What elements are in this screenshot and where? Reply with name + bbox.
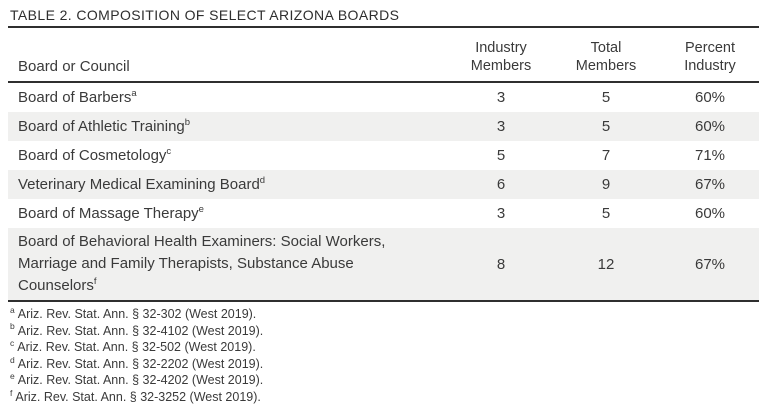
board-name: Veterinary Medical Examining Board [18, 175, 260, 193]
footnote-marker: d [10, 354, 15, 365]
board-name: Board of Athletic Training [18, 117, 185, 135]
footnote: f Ariz. Rev. Stat. Ann. § 32-3252 (West 2… [10, 389, 759, 406]
footnote-text: Ariz. Rev. Stat. Ann. § 32-4202 (West 20… [17, 373, 264, 388]
table-row: Veterinary Medical Examining Boardd 6 9 … [8, 170, 759, 199]
industry-members-cell: 8 [496, 255, 506, 273]
percent-industry-cell: 60% [694, 205, 726, 222]
board-name: Board of Cosmetology [18, 146, 167, 164]
total-members-cell: 5 [601, 205, 611, 222]
board-name: Board of Massage Therapy [18, 204, 199, 222]
column-header-industry-members: Industry Members [451, 39, 551, 75]
footnote: b Ariz. Rev. Stat. Ann. § 32-4102 (West 2… [10, 321, 759, 340]
board-name: Board of Barbers [18, 88, 132, 106]
column-header-percent-industry: Percent Industry [661, 39, 759, 75]
total-members-cell: 9 [601, 176, 611, 193]
industry-members-cell: 3 [496, 89, 506, 106]
total-members-cell: 5 [601, 118, 611, 135]
table-row: Board of Massage Therapye 3 5 60% [8, 199, 759, 228]
table-row: Board of Athletic Trainingb 3 5 60% [8, 112, 759, 141]
column-header-total-members: Total Members [551, 39, 661, 75]
footnote-ref: b [184, 116, 191, 128]
header-line: Industry [684, 58, 736, 74]
board-cell: Veterinary Medical Examining Boardd [8, 174, 451, 196]
percent-industry-cell: 71% [694, 147, 726, 164]
footnote-text: Ariz. Rev. Stat. Ann. § 32-2202 (West 20… [17, 356, 264, 371]
footnote-marker: c [10, 338, 15, 349]
percent-industry-cell: 60% [694, 118, 726, 135]
total-members-cell: 12 [597, 255, 615, 273]
total-members-cell: 7 [601, 147, 611, 164]
percent-industry-cell: 67% [694, 176, 726, 193]
footnote-marker: e [10, 371, 15, 382]
footnote-marker: a [10, 304, 15, 315]
table-row: Board of Behavioral Health Examiners: So… [8, 228, 759, 300]
total-members-cell: 5 [601, 89, 611, 106]
header-rule [8, 81, 759, 83]
board-name: Board of Behavioral Health Examiners: So… [18, 233, 386, 294]
header-line: Percent [685, 40, 735, 56]
header-line: Members [575, 58, 637, 74]
board-cell: Board of Behavioral Health Examiners: So… [8, 231, 451, 297]
footnote: a Ariz. Rev. Stat. Ann. § 32-302 (West 20… [10, 306, 759, 323]
bottom-rule [8, 300, 759, 302]
percent-industry-cell: 60% [694, 89, 726, 106]
table-row: Board of Cosmetologyc 5 7 71% [8, 141, 759, 170]
table-row: Board of Barbersa 3 5 60% [8, 83, 759, 112]
industry-members-cell: 6 [496, 176, 506, 193]
industry-members-cell: 5 [496, 147, 506, 164]
footnote-text: Ariz. Rev. Stat. Ann. § 32-502 (West 201… [17, 340, 256, 355]
footnote-text: Ariz. Rev. Stat. Ann. § 32-4102 (West 20… [17, 323, 264, 338]
industry-members-cell: 3 [496, 205, 506, 222]
footnote-text: Ariz. Rev. Stat. Ann. § 32-302 (West 201… [17, 307, 257, 321]
footnote-text: Ariz. Rev. Stat. Ann. § 32-3252 (West 20… [15, 389, 261, 404]
footnote: d Ariz. Rev. Stat. Ann. § 32-2202 (West 2… [10, 354, 759, 373]
industry-members-cell: 3 [496, 118, 506, 135]
board-cell: Board of Massage Therapye [8, 203, 451, 225]
footnote-ref: f [93, 276, 97, 287]
header-line: Industry [475, 40, 527, 56]
footnote-ref: a [131, 87, 137, 99]
footnote-marker: b [10, 321, 15, 332]
footnotes: a Ariz. Rev. Stat. Ann. § 32-302 (West 20… [8, 302, 759, 406]
footnote-marker: f [10, 387, 13, 398]
table-title: TABLE 2. COMPOSITION OF SELECT ARIZONA B… [10, 7, 400, 23]
percent-industry-cell: 67% [694, 255, 726, 273]
footnote: e Ariz. Rev. Stat. Ann. § 32-4202 (West 2… [10, 372, 759, 389]
footnote-ref: c [166, 145, 172, 157]
header-line: Members [470, 58, 532, 74]
footnote: c Ariz. Rev. Stat. Ann. § 32-502 (West 20… [10, 339, 759, 356]
table-header-row: Board or Council Industry Members Total … [8, 28, 759, 81]
title-rule [8, 26, 759, 28]
board-cell: Board of Barbersa [8, 87, 451, 109]
board-cell: Board of Athletic Trainingb [8, 116, 451, 138]
table-2: TABLE 2. COMPOSITION OF SELECT ARIZONA B… [8, 0, 759, 406]
footnote-ref: d [259, 174, 266, 186]
column-header-board-or-council: Board or Council [18, 58, 130, 75]
board-cell: Board of Cosmetologyc [8, 145, 451, 167]
header-line: Total [590, 40, 622, 56]
footnote-ref: e [198, 203, 204, 215]
